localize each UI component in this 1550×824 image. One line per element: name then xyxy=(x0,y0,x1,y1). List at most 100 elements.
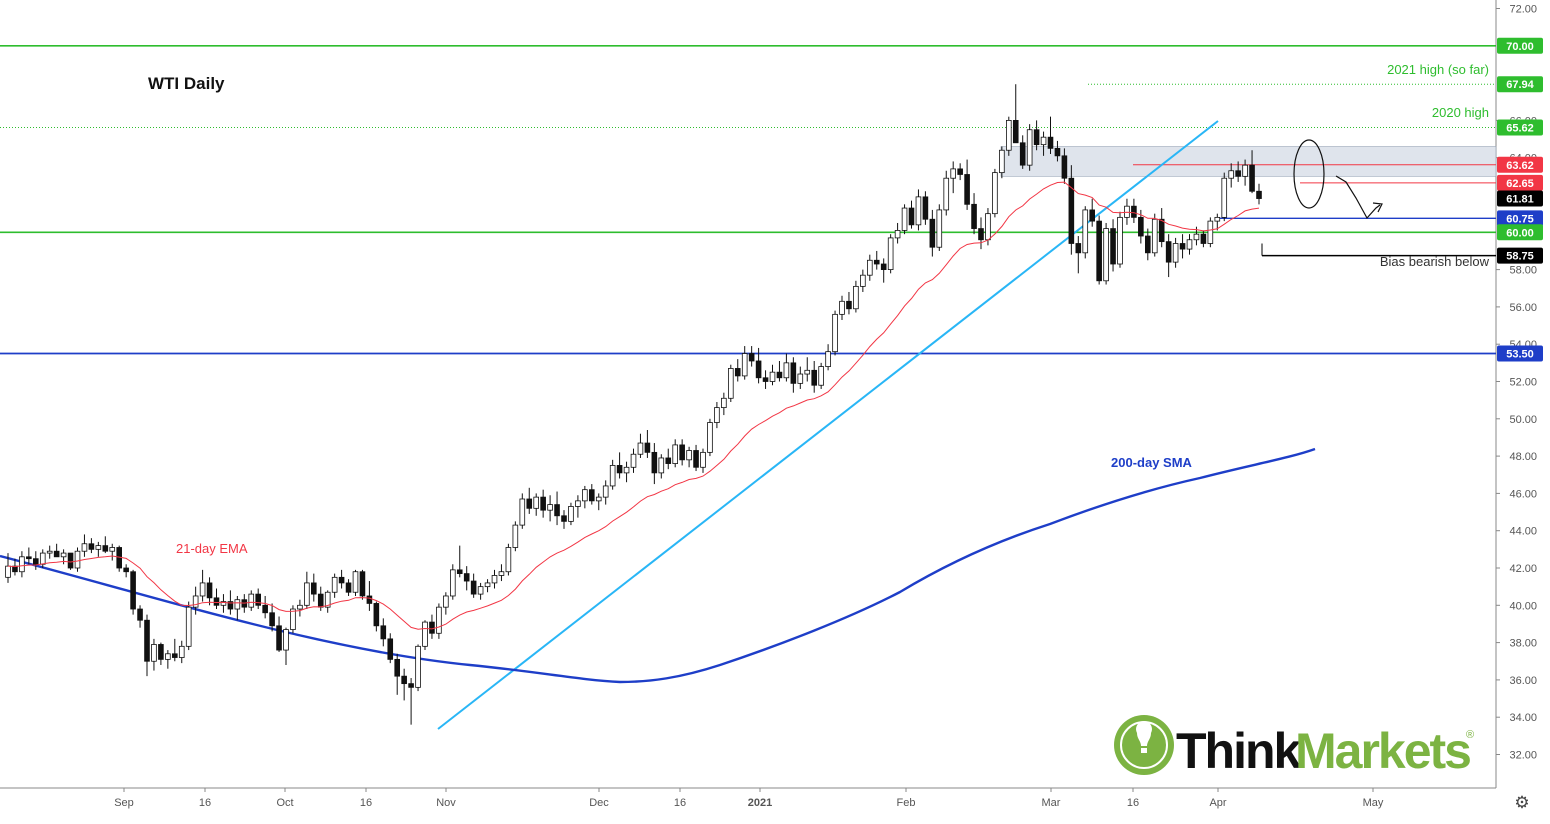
y-tick-label: 32.00 xyxy=(1509,750,1537,762)
highlight-ellipse xyxy=(1293,139,1325,209)
candle-body xyxy=(477,586,484,595)
candle-body xyxy=(734,368,741,377)
candle-body xyxy=(1138,216,1144,237)
candle-body xyxy=(1089,209,1096,222)
price-tag xyxy=(1497,119,1543,136)
candle-body xyxy=(220,601,227,606)
candle-body xyxy=(832,313,838,353)
y-tick-label: 56.00 xyxy=(1509,302,1537,314)
candle-body xyxy=(1207,220,1214,244)
candle-body xyxy=(81,543,88,552)
ema-21-line xyxy=(7,181,1260,630)
x-tick-label: 16 xyxy=(360,797,372,809)
candle-body xyxy=(394,658,400,677)
candle-body xyxy=(1012,120,1019,144)
y-tick-label: 42.00 xyxy=(1509,563,1537,575)
candle-body xyxy=(651,451,658,474)
candle-body xyxy=(595,496,602,502)
y-tick-label: 36.00 xyxy=(1509,675,1537,687)
resistance-zone xyxy=(1000,146,1497,177)
x-tick-label: 16 xyxy=(674,797,686,809)
price-tag-label: 67.94 xyxy=(1506,79,1534,91)
candle-body xyxy=(290,608,296,630)
candle-body xyxy=(443,595,449,608)
candle-body xyxy=(137,608,143,621)
x-tick-label: 16 xyxy=(1127,797,1139,809)
candle-body xyxy=(470,580,477,595)
candle-body xyxy=(540,496,546,511)
y-tick-label: 44.00 xyxy=(1509,526,1537,538)
price-tag xyxy=(1497,224,1543,241)
logo-think-text: Think xyxy=(1176,723,1302,779)
candle-body xyxy=(1249,164,1255,192)
logo-registered-mark: ® xyxy=(1466,729,1474,741)
candle-body xyxy=(1200,233,1207,244)
candle-body xyxy=(672,444,678,464)
x-tick-label: Feb xyxy=(897,797,916,809)
candle-body xyxy=(429,621,435,634)
candle-body xyxy=(971,203,977,229)
candle-body xyxy=(130,571,136,610)
candle-body xyxy=(658,457,665,474)
candle-body xyxy=(992,172,998,215)
y-tick-label: 40.00 xyxy=(1509,600,1537,612)
candle-body xyxy=(352,571,359,593)
candle-body xyxy=(206,582,213,599)
candle-body xyxy=(1117,216,1123,265)
annotation-ema-label: 21-day EMA xyxy=(176,541,248,556)
candle-body xyxy=(415,645,421,688)
candle-body xyxy=(422,621,428,647)
candle-body xyxy=(317,593,324,608)
candle-body xyxy=(1193,233,1200,241)
price-tag-label: 65.62 xyxy=(1506,122,1534,134)
candle-body xyxy=(1214,216,1221,222)
candle-body xyxy=(227,601,234,610)
price-tag xyxy=(1497,156,1543,173)
candle-body xyxy=(95,545,102,550)
price-tag-label: 63.62 xyxy=(1506,160,1534,172)
candle-body xyxy=(755,360,762,379)
logo-bulb-base xyxy=(1141,748,1147,753)
candle-body xyxy=(1110,228,1116,265)
candle-body xyxy=(33,558,39,565)
candle-body xyxy=(547,504,553,511)
candle-body xyxy=(867,259,873,276)
logo-markets-text: Markets xyxy=(1295,723,1470,779)
candle-body xyxy=(783,362,790,379)
candle-body xyxy=(644,442,651,453)
candle-body xyxy=(171,653,178,658)
candle-body xyxy=(46,550,53,554)
candle-body xyxy=(456,569,463,574)
candle-body xyxy=(1019,142,1026,166)
x-tick-label: Dec xyxy=(589,797,609,809)
candle-body xyxy=(67,552,74,569)
candle-body xyxy=(380,625,387,640)
candle-body xyxy=(1145,235,1151,254)
candle-body xyxy=(957,168,963,175)
candle-body xyxy=(123,567,129,573)
candle-body xyxy=(151,644,157,662)
candle-body xyxy=(1006,120,1012,151)
logo-bulb-shape xyxy=(1136,721,1152,746)
candle-body xyxy=(53,550,60,558)
candle-body xyxy=(741,353,748,377)
gear-icon[interactable]: ⚙ xyxy=(1514,793,1530,812)
candle-body xyxy=(498,571,505,576)
x-tick-label: May xyxy=(1363,797,1384,809)
candle-body xyxy=(721,397,727,409)
candle-body xyxy=(561,515,567,522)
candle-body xyxy=(304,582,310,606)
price-tag xyxy=(1497,210,1543,227)
candle-body xyxy=(102,545,109,552)
candle-body xyxy=(1179,243,1186,250)
candle-body xyxy=(853,285,859,310)
candle-body xyxy=(637,442,644,455)
candle-body xyxy=(1026,129,1033,166)
candle-body xyxy=(338,576,345,584)
candle-body xyxy=(804,369,811,375)
candle-body xyxy=(776,371,783,379)
candle-body xyxy=(693,450,699,468)
x-tick-label: 16 xyxy=(199,797,211,809)
